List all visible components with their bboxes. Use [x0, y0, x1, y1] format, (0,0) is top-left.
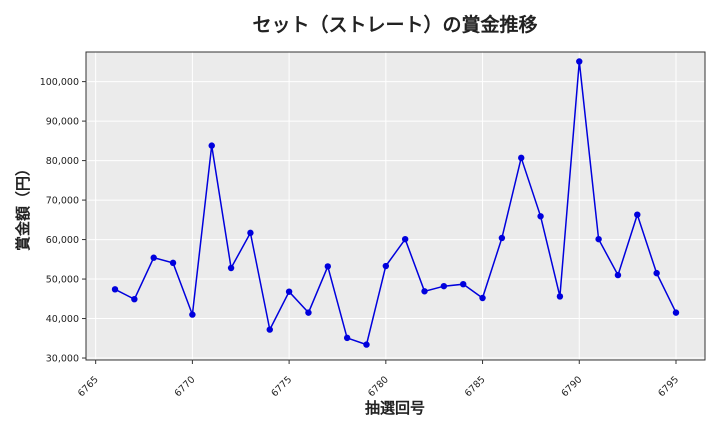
x-tick-label: 6780: [366, 374, 391, 399]
y-tick-label: 70,000: [46, 196, 79, 207]
data-point: [537, 213, 544, 220]
x-tick-label: 6790: [560, 374, 585, 399]
grid-lines: [86, 52, 705, 360]
data-point: [401, 235, 409, 243]
data-point: [266, 326, 273, 333]
x-tick-label: 6765: [76, 374, 101, 399]
plot-area: [86, 52, 705, 360]
chart-title: セット（ストレート）の賞金推移: [252, 13, 537, 36]
data-point: [556, 293, 564, 300]
data-point: [285, 288, 293, 295]
y-tick-label: 80,000: [46, 156, 79, 167]
series-line: [114, 61, 677, 346]
x-tick-label: 6770: [173, 374, 198, 399]
y-tick-label: 40,000: [46, 314, 79, 325]
data-point: [479, 294, 486, 302]
data-point: [614, 271, 622, 279]
data-point: [150, 254, 157, 261]
data-point: [498, 234, 506, 242]
data-point: [169, 259, 177, 267]
data-point: [324, 263, 331, 270]
data-point: [208, 142, 215, 149]
data-point: [111, 286, 119, 293]
data-point: [305, 309, 312, 316]
y-axis-label: 賞金額（円）: [14, 161, 32, 251]
data-point: [131, 295, 138, 303]
y-tick-label: 50,000: [46, 275, 79, 286]
data-point: [343, 334, 351, 342]
data-point: [595, 235, 602, 243]
x-tick-label: 6795: [656, 374, 681, 399]
y-tick-label: 100,000: [40, 77, 79, 88]
data-point: [440, 282, 448, 290]
y-tick-label: 90,000: [46, 117, 79, 128]
data-point: [460, 280, 467, 288]
data-point: [634, 211, 641, 218]
data-point: [518, 154, 525, 162]
data-series: [111, 58, 680, 348]
data-point: [576, 58, 583, 65]
data-point: [672, 309, 680, 316]
data-point: [363, 341, 370, 348]
y-tick-label: 30,000: [46, 354, 79, 365]
x-tick-label: 6785: [463, 374, 488, 399]
plot-frame: [85, 51, 706, 361]
x-axis-label: 抽選回号: [365, 399, 425, 417]
data-point: [382, 262, 390, 270]
x-tick-label: 6775: [269, 374, 294, 399]
data-point: [421, 288, 428, 295]
data-point: [247, 229, 254, 237]
data-point: [189, 311, 196, 318]
data-point: [653, 269, 660, 277]
y-tick-label: 60,000: [46, 235, 79, 246]
data-point: [227, 264, 235, 272]
